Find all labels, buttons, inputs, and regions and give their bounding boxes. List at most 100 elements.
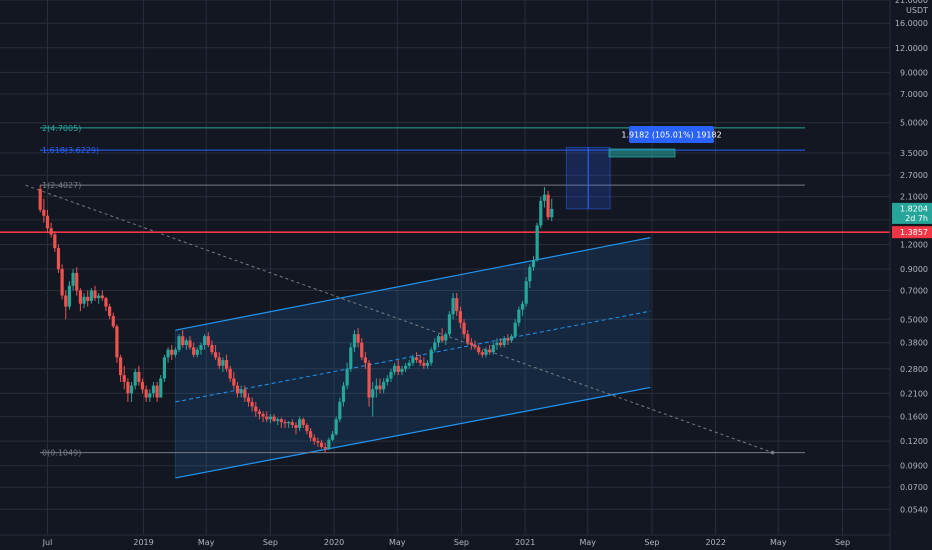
candle-body [506,338,510,341]
candle-body [232,378,236,386]
fib-level-label: 1(2.4027) [42,181,81,190]
candle-body [71,272,75,286]
candle-body [148,393,152,398]
candle-body [495,342,499,345]
candle-body [111,315,115,327]
candle-body [509,336,514,341]
quote-currency-label: USDT [906,6,928,15]
candle-body [49,228,53,235]
candle-body [396,365,400,372]
support-price-tag [892,226,932,239]
candle-body [367,362,371,398]
candle-body [217,357,221,366]
candle-body [316,441,320,443]
measure-highlight [608,148,676,158]
candle-body [213,352,218,358]
price-tick-label: 1.2000 [900,240,928,249]
candle-body [305,424,309,432]
candle-body [283,422,287,424]
candle-body [93,290,97,299]
candle-body [539,200,543,226]
candle-body [327,439,331,449]
price-tick-label: 7.0000 [900,90,928,99]
fib-level-label: 1.618(3.6229) [42,146,99,155]
candle-body [67,285,72,307]
candle-body [385,378,389,382]
candle-body [341,385,346,402]
candle-body [440,336,444,341]
candle-body [451,298,455,315]
candle-body [86,296,90,301]
candle-body [64,295,68,307]
candle-body [491,344,495,353]
candle-body [550,208,554,218]
price-tick-label: 9.0000 [900,68,928,77]
candle-body [137,371,141,382]
price-tick-label: 0.2800 [900,365,928,374]
candle-body [203,336,207,345]
channel-upper-line [175,237,651,331]
time-axis[interactable]: Jul 2019 May Sep 2020 May Sep 2021 May Sep 2022 May… [0,534,890,547]
candle-body [162,357,167,379]
candle-body [389,371,393,379]
candle-body [484,349,488,355]
candle-body [118,357,123,376]
candle-body [228,368,232,379]
candle-body [206,336,210,345]
price-tick-label: 21.0000 [895,0,928,5]
candle-body [166,349,170,358]
current-price-tag [892,202,932,224]
candle-body [265,416,269,420]
channel-lower-line [175,386,651,479]
candle-body [502,338,506,345]
candle-body [352,334,357,348]
candle-body [462,322,466,335]
candle-body [254,406,258,412]
candle-body [429,349,433,363]
price-tick-label: 3.5000 [900,149,928,158]
candle-body [155,385,159,398]
time-tick-label: May [198,538,215,547]
candle-body [224,360,229,369]
candle-body [411,357,415,363]
time-tick-label: Sep [454,538,469,547]
candle-body [513,322,517,337]
candle-body [312,437,316,442]
candle-body [447,314,452,335]
candle-body [301,419,305,425]
candle-body [330,434,335,440]
candle-body [210,344,214,353]
candle-body [170,349,174,355]
candle-body [250,401,254,407]
candle-body [56,248,61,270]
candle-body [436,336,441,343]
candle-body [246,397,251,402]
candle-body [199,344,203,350]
price-tick-label: 0.0900 [900,462,928,471]
candlesticks [38,185,554,453]
candle-body [345,368,349,386]
candle-body [140,381,145,390]
candle-body [349,347,353,369]
price-tick-label: 0.0540 [900,505,928,514]
measure-label-box [629,126,714,143]
candle-body [133,371,137,386]
price-tick-label: 0.1200 [900,437,928,446]
candle-body [535,225,539,261]
time-tick-label: May [770,538,787,547]
candle-body [425,362,430,366]
candle-body [477,347,481,353]
candle-body [129,385,134,394]
candle-body [82,296,86,304]
time-tick-label: 2021 [515,538,535,547]
candle-body [546,194,550,218]
price-range-measure[interactable]: 1.9182 (105.01%) 19182 [565,126,722,210]
candle-body [188,340,192,348]
candle-body [542,194,547,201]
price-axis[interactable]: 21.0000 16.0000 12.0000 9.0000 7.0000 5.0000 3… [889,0,932,550]
candle-body [528,267,532,282]
price-tick-label: 0.5000 [900,315,928,324]
candle-body [184,340,188,345]
